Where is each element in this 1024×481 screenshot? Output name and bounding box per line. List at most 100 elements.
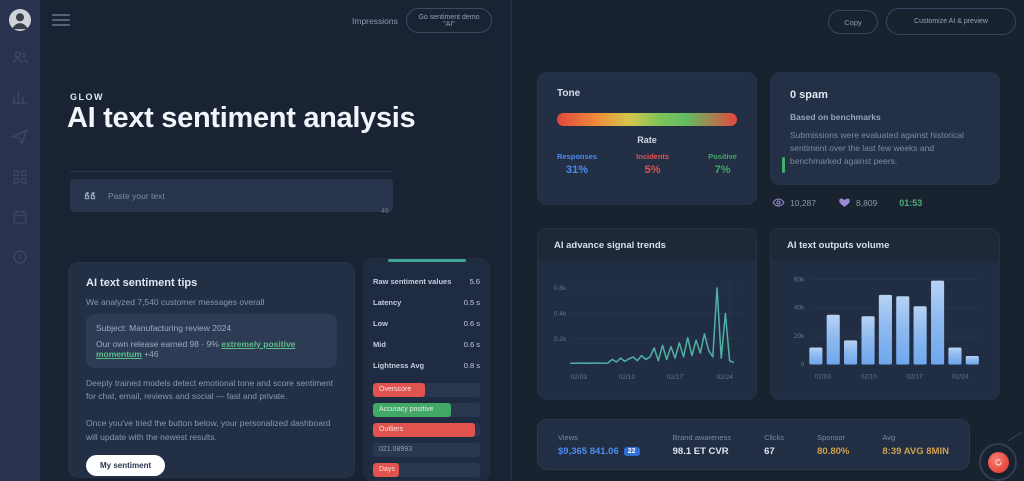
footer-stat-label: Sponsor: [817, 432, 846, 442]
bar-chart-plot: 60k 40k 20k 0 02/03 02/10 02/17 02/24: [775, 263, 995, 395]
hamburger-menu-icon[interactable]: [52, 14, 70, 27]
copy-button[interactable]: Copy: [828, 10, 878, 34]
metrics-bars: Overscore Accuracy positive Outliers 021.08…: [373, 383, 480, 477]
tone-card-title: Tone: [557, 88, 581, 99]
active-tab-indicator: [388, 259, 466, 262]
metric-value: 0.8 s: [463, 361, 480, 370]
svg-text:0.2k: 0.2k: [554, 336, 567, 343]
metric-row: Mid 0.6 s: [373, 334, 480, 355]
footer-stat: Sponsor 80.80%: [817, 433, 849, 457]
customize-button[interactable]: Customize AI & preview: [886, 8, 1016, 35]
line-chart-plot: 0.6k 0.4k 0.2k 02/03 02/10 02/17 02/24: [542, 263, 752, 395]
engagement-row: 10,287 8,809 01:53: [772, 196, 1000, 209]
metric-label: Low: [373, 319, 388, 328]
metric-bar-track: Overscore: [373, 383, 480, 397]
svg-text:02/24: 02/24: [952, 374, 969, 381]
footer-stat: Brand awareness 98.1 ET CVR: [673, 433, 731, 457]
svg-text:20k: 20k: [794, 333, 805, 340]
svg-text:02/17: 02/17: [667, 374, 684, 381]
tone-center-label: Rate: [637, 135, 657, 145]
tone-gradient-bar: [557, 113, 737, 126]
line-chart-card: AI advance signal trends 0.6k 0.4k 0.2k 02/…: [537, 228, 757, 400]
tone-stat-label: Responses: [557, 152, 598, 161]
tone-stat-label: Positive: [708, 152, 737, 161]
metric-bar-red: Days: [373, 463, 399, 477]
bar-chart-card: AI text outputs volume 60k 40k 20k 0 02/03 02…: [770, 228, 1000, 400]
chart-icon[interactable]: [11, 88, 29, 106]
fab-ring: [979, 443, 1017, 481]
eyebrow-label: GLOW: [70, 92, 104, 102]
footer-stat-value: 8:39 AVG 8MIN: [882, 445, 949, 457]
sentiment-text-input[interactable]: [106, 189, 370, 202]
footer-stat-label: Views: [558, 432, 578, 442]
footer-stat-value: 80.80%: [817, 445, 850, 457]
metric-value: 0.5 s: [463, 298, 480, 307]
svg-text:02/10: 02/10: [619, 374, 636, 381]
spam-card-body: Submissions were evaluated against histo…: [790, 130, 964, 166]
svg-text:02/10: 02/10: [860, 374, 877, 381]
topbar-link[interactable]: Impressions: [352, 16, 398, 26]
green-accent-bar: [782, 157, 785, 173]
refresh-icon: [995, 459, 1002, 466]
my-sentiment-button[interactable]: My sentiment: [86, 454, 166, 476]
metric-bar-track: 021.08993: [373, 443, 480, 457]
quote-line-2: Our own release earned 98 · 9% extremely…: [96, 339, 296, 359]
tone-stat-label: Incidents: [636, 152, 670, 161]
metric-value: 5.6: [469, 277, 480, 286]
rail-nav: [0, 48, 40, 288]
metric-label: Raw sentiment values: [373, 277, 452, 286]
metric-label: Lightness Avg: [373, 361, 425, 370]
likes-value: 8,809: [856, 197, 878, 208]
metric-bar-red: Outliers: [373, 423, 475, 437]
footer-stat-value: 98.1 ET CVR: [672, 445, 729, 457]
spam-card: 0 spam Based on benchmarks Submissions w…: [770, 72, 1000, 185]
metric-value: 0.6 s: [463, 340, 480, 349]
avatar[interactable]: [9, 9, 31, 31]
quote-block: Subject: Manufacturing review 2024 Our o…: [86, 314, 337, 368]
footer-stat-label: Brand awareness: [672, 432, 731, 442]
metrics-rows: Raw sentiment values 5.6 Latency 0.5 s Low 0.…: [373, 271, 480, 376]
metric-row: Raw sentiment values 5.6: [373, 271, 480, 292]
clock-icon[interactable]: [11, 248, 29, 266]
tone-stat-value: 7%: [714, 164, 731, 176]
text-input-container[interactable]: [70, 179, 393, 212]
highlighted-entity[interactable]: extremely positive momentum: [96, 339, 296, 359]
grid-icon[interactable]: [11, 168, 29, 186]
spam-card-subtitle: Based on benchmarks: [790, 112, 881, 122]
analysis-body-1: Deeply trained models detect emotional t…: [86, 378, 334, 402]
footer-stat-value: 67: [764, 445, 775, 457]
metric-label: Latency: [373, 298, 402, 307]
metric-bar-track: Accuracy positive: [373, 403, 480, 417]
eye-icon: [772, 198, 785, 207]
footer-stat: Views $9,365 841.06 22: [558, 433, 640, 457]
tone-stats: Responses 31% Incidents 5% Positive 7%: [557, 152, 737, 176]
metric-row: Low 0.6 s: [373, 313, 480, 334]
footer-stat-label: Clicks: [764, 432, 785, 442]
metric-bar-green: Accuracy positive: [373, 403, 452, 417]
bar-chart-header: AI text outputs volume: [771, 229, 999, 262]
duration-value: 01:53: [899, 197, 923, 208]
stat-badge: 22: [623, 446, 640, 456]
record-fab-button[interactable]: [988, 452, 1009, 473]
spam-card-title: 0 spam: [790, 89, 828, 101]
footer-stat: Clicks 67: [764, 433, 784, 457]
svg-text:02/03: 02/03: [571, 374, 588, 381]
line-chart-header: AI advance signal trends: [538, 229, 756, 262]
analysis-card: AI text sentiment tips We analyzed 7,540…: [68, 262, 355, 478]
users-icon[interactable]: [11, 48, 29, 66]
svg-text:0.6k: 0.6k: [554, 285, 567, 292]
sidebar-rail: [0, 0, 40, 481]
char-count: 46: [381, 208, 389, 215]
send-icon[interactable]: [11, 128, 29, 146]
metric-bar-track: Outliers: [373, 423, 480, 437]
svg-text:02/03: 02/03: [815, 374, 832, 381]
metrics-card: Raw sentiment values 5.6 Latency 0.5 s Low 0.…: [363, 258, 490, 481]
likes-stat: 8,809: [838, 196, 877, 209]
panel-divider: [510, 0, 512, 481]
quote-line-1: Subject: Manufacturing review 2024: [96, 323, 232, 333]
topbar-cta-button[interactable]: Go sentiment demo "AI": [406, 8, 492, 33]
page-title: AI text sentiment analysis: [67, 102, 416, 134]
calendar-icon[interactable]: [11, 208, 29, 226]
svg-text:02/17: 02/17: [906, 374, 923, 381]
analysis-body-2: Once you've tried the button below, your…: [86, 418, 331, 442]
